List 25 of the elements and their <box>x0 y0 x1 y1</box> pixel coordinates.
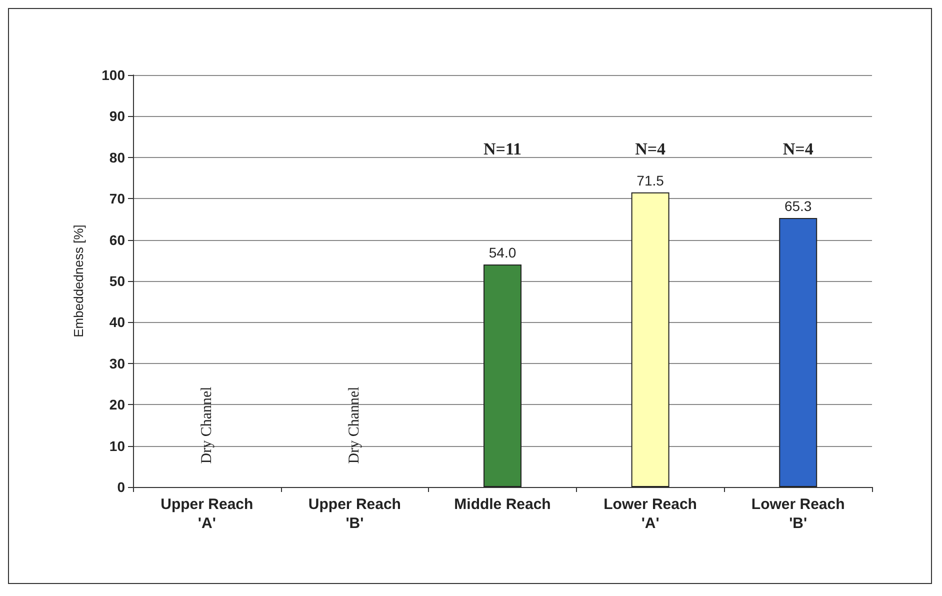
y-tick-label: 0 <box>117 479 126 495</box>
y-tick-label: 50 <box>109 273 126 289</box>
annotation: Dry Channel <box>198 386 215 464</box>
y-tick-label: 80 <box>109 149 126 166</box>
x-tick-label: Lower Reach 'B' <box>751 496 845 532</box>
y-tick-label: 20 <box>109 396 126 413</box>
x-tick-label: Upper Reach 'A' <box>160 496 254 532</box>
data-label: 71.5 <box>636 172 664 188</box>
x-tick-label: Upper Reach 'B' <box>308 496 401 532</box>
y-tick-label: 30 <box>109 355 126 372</box>
y-tick-label: 40 <box>109 314 126 330</box>
data-label: 54.0 <box>488 244 516 261</box>
y-axis-title: Embeddedness [%] <box>71 224 86 338</box>
x-tick-label: Lower Reach 'A' <box>604 496 697 532</box>
x-tick-label: Middle Reach <box>454 496 551 513</box>
y-tick-label: 70 <box>109 190 126 207</box>
annotation: Dry Channel <box>346 386 363 464</box>
annotation: N=4 <box>782 140 814 159</box>
y-tick-label: 100 <box>102 67 126 83</box>
annotation: N=11 <box>483 140 522 159</box>
y-tick-label: 60 <box>109 232 126 248</box>
y-tick-label: 90 <box>109 108 126 124</box>
y-tick-label: 10 <box>109 438 126 454</box>
annotation: N=4 <box>635 140 666 159</box>
data-label: 65.3 <box>784 198 812 214</box>
